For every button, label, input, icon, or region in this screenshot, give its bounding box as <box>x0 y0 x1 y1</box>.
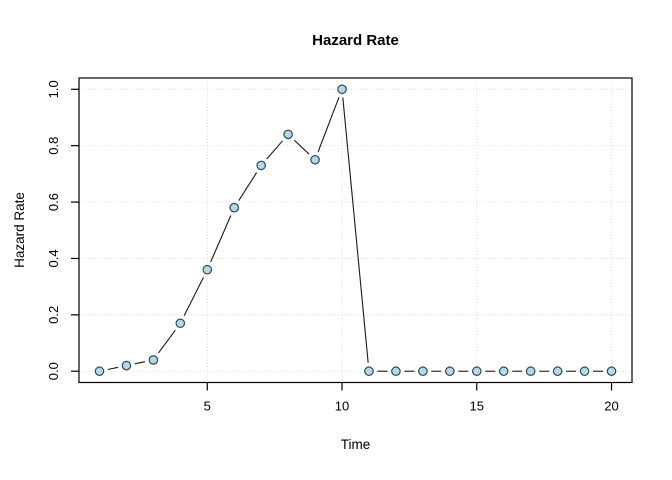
data-point <box>202 264 213 275</box>
data-point <box>283 129 293 140</box>
data-point <box>552 366 563 377</box>
series-segment <box>238 172 258 201</box>
series-segment <box>134 361 146 365</box>
x-tick-label: 20 <box>604 399 618 414</box>
data-point <box>148 355 159 365</box>
y-tick-label: 1.0 <box>46 80 61 98</box>
data-point <box>471 366 482 377</box>
data-point <box>445 366 455 377</box>
series-segment <box>266 140 283 160</box>
x-tick-label: 15 <box>470 399 484 414</box>
data-point <box>579 366 590 377</box>
data-point <box>606 366 617 377</box>
data-point <box>229 202 240 213</box>
x-tick-label: 5 <box>204 399 211 414</box>
y-tick-label: 0.0 <box>46 362 61 380</box>
series-segment <box>342 97 369 363</box>
data-point <box>256 160 266 171</box>
plot-box <box>78 77 633 384</box>
x-tick-label: 10 <box>335 399 349 414</box>
data-point <box>121 360 132 371</box>
series-segment <box>317 97 340 153</box>
axis-layer: 5 10 15 20 0.0 0.2 0.4 0.6 0.8 1.0 <box>46 77 633 414</box>
series-layer <box>94 84 617 377</box>
series-segment <box>210 215 232 263</box>
data-point <box>418 366 428 377</box>
series-segment <box>183 277 204 316</box>
data-point <box>310 154 320 165</box>
data-point <box>175 318 186 329</box>
data-point <box>391 366 401 377</box>
series-segment <box>107 366 119 371</box>
series-segment <box>293 139 310 155</box>
y-tick-label: 0.4 <box>46 249 61 267</box>
x-axis-label: Time <box>341 437 371 452</box>
series-segment <box>157 329 176 354</box>
data-point <box>525 366 536 377</box>
data-point <box>94 366 105 377</box>
y-tick-label: 0.6 <box>46 193 61 211</box>
data-point <box>498 366 509 377</box>
data-point <box>337 84 347 95</box>
y-tick-label: 0.2 <box>46 306 61 324</box>
y-tick-label: 0.8 <box>46 137 61 155</box>
y-axis-label: Hazard Rate <box>12 192 27 268</box>
data-point <box>364 366 374 377</box>
chart-title: Hazard Rate <box>312 32 399 49</box>
